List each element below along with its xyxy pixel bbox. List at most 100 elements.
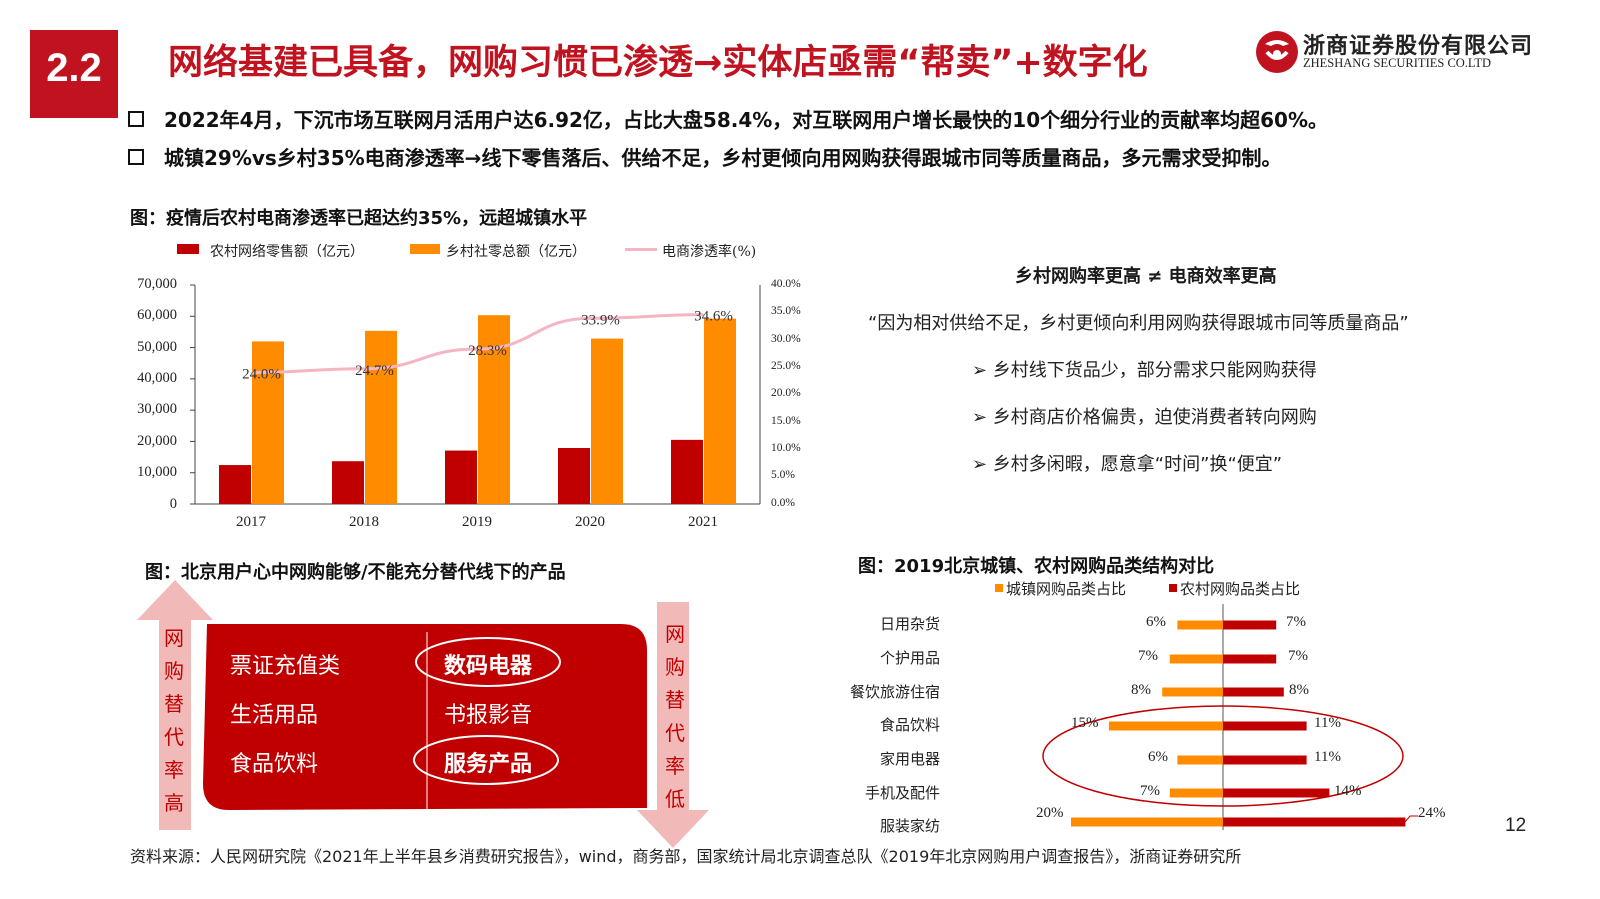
bar-rural — [1223, 687, 1284, 697]
y2-tick: 40.0% — [771, 278, 801, 290]
y-tick: 30,000 — [137, 401, 177, 417]
x-tick: 2021 — [688, 514, 718, 530]
page-title: 网络基建已具备，网购习惯已渗透→实体店亟需“帮卖”+数字化 — [168, 43, 1148, 83]
bar-online — [332, 461, 364, 504]
y2-tick: 10.0% — [771, 442, 801, 454]
y2-tick: 0.0% — [771, 497, 795, 509]
rate-line — [251, 313, 704, 375]
right-point: ➢ 乡村商店价格偏贵，迫使消费者转向网购 — [972, 407, 1317, 428]
rate-data-label: 28.3% — [468, 343, 507, 359]
bar-urban — [1177, 755, 1223, 765]
category-label: 日用杂货 — [879, 615, 940, 633]
bullet-text: 城镇29%vs乡村35%电商渗透率→线下零售落后、供给不足，乡村更倾向用网购获得… — [164, 146, 1282, 170]
rural-pct-label: 11% — [1314, 715, 1341, 731]
left-item: 食品饮料 — [230, 752, 319, 777]
x-tick: 2019 — [462, 514, 492, 530]
legend-swatch-rate — [625, 248, 657, 251]
y2-tick: 35.0% — [771, 305, 801, 317]
substitution-diagram — [137, 580, 709, 848]
y-tick: 20,000 — [137, 433, 177, 449]
bar-rural — [1223, 654, 1277, 664]
legend-rate: 电商渗透率(%) — [662, 244, 757, 260]
bar-online — [671, 439, 703, 504]
x-tick: 2020 — [575, 514, 605, 530]
category-label: 手机及配件 — [864, 784, 940, 802]
page-number: 12 — [1505, 815, 1527, 836]
legend-rural: 农村网购品类占比 — [1180, 580, 1301, 598]
up-arrow-shape — [137, 580, 213, 830]
left-item: 生活用品 — [230, 703, 319, 728]
rural-pct-label: 8% — [1289, 682, 1309, 698]
bar-rural — [1223, 721, 1307, 731]
rural-pct-label: 11% — [1314, 749, 1341, 765]
bar-total — [704, 318, 736, 504]
bar-online — [219, 465, 251, 504]
urban-pct-label: 7% — [1138, 648, 1158, 664]
rate-data-label: 24.0% — [242, 367, 281, 383]
up-arrow-label: 网购替代率高 — [164, 626, 184, 815]
chart1-plot: 24.0% 24.7% 28.3% 33.9% 34.6% — [190, 284, 761, 505]
y-tick: 10,000 — [137, 464, 177, 480]
down-arrow-shape — [637, 602, 709, 848]
bar-urban — [1071, 817, 1223, 827]
y-tick: 50,000 — [137, 339, 177, 355]
right-panel-quote: “因为相对供给不足，乡村更倾向利用网购获得跟城市同等质量商品” — [868, 313, 1409, 334]
urban-pct-label: 20% — [1036, 805, 1064, 821]
category-label: 服装家纺 — [879, 817, 940, 835]
chart3-caption: 图：2019北京城镇、农村网购品类结构对比 — [858, 556, 1215, 577]
y-tick: 0 — [169, 496, 177, 512]
bar-urban — [1162, 687, 1223, 697]
arrow-bullet-icon: ➢ — [972, 407, 993, 428]
bar-rural — [1223, 817, 1406, 827]
bullet-1: 2022年4月，下沉市场互联网月活用户达6.92亿，占比大盘58.4%，对互联网… — [128, 104, 1328, 133]
category-label: 餐饮旅游住宿 — [849, 683, 940, 701]
y2-tick: 30.0% — [771, 333, 801, 345]
category-label: 家用电器 — [879, 750, 940, 768]
right-item: 服务产品 — [444, 752, 533, 777]
bar-urban — [1169, 788, 1223, 798]
bullet-2: 城镇29%vs乡村35%电商渗透率→线下零售落后、供给不足，乡村更倾向用网购获得… — [128, 142, 1281, 171]
y-tick: 70,000 — [137, 276, 177, 292]
rate-data-label: 33.9% — [581, 312, 620, 328]
category-label: 个护用品 — [879, 649, 940, 667]
y2-tick: 5.0% — [771, 469, 795, 481]
chart1-caption: 图：疫情后农村电商渗透率已超达约35%，远超城镇水平 — [130, 208, 588, 229]
bar-online — [445, 450, 477, 504]
bar-rural — [1223, 788, 1330, 798]
right-point: ➢ 乡村多闲暇，愿意拿“时间”换“便宜” — [972, 454, 1283, 475]
arrow-bullet-icon: ➢ — [972, 454, 993, 475]
legend-swatch-urban — [995, 584, 1003, 592]
arrow-bullet-icon: ➢ — [972, 360, 993, 381]
y2-tick: 20.0% — [771, 387, 801, 399]
legend-swatch-rural — [1169, 584, 1177, 592]
urban-pct-label: 15% — [1071, 715, 1099, 731]
right-item: 书报影音 — [444, 703, 533, 728]
rate-data-label: 24.7% — [355, 363, 394, 379]
bar-online — [558, 447, 590, 504]
bar-urban — [1169, 654, 1223, 664]
bullet-box-icon — [128, 149, 144, 165]
right-panel-title: 乡村网购率更高 ≠ 电商效率更高 — [1015, 266, 1277, 287]
bullet-box-icon — [128, 111, 144, 127]
left-item: 票证充值类 — [230, 654, 341, 679]
highlight-oval — [415, 637, 561, 687]
bar-total — [365, 330, 397, 504]
rural-pct-label: 7% — [1286, 614, 1306, 630]
highlight-ellipse — [1042, 705, 1404, 807]
bar-total — [252, 341, 284, 504]
company-name-en: ZHESHANG SECURITIES CO.LTD — [1303, 56, 1492, 70]
y-tick: 60,000 — [137, 307, 177, 323]
chart2-caption: 图：北京用户心中网购能够/不能充分替代线下的产品 — [145, 562, 566, 583]
rate-data-label: 34.6% — [694, 309, 733, 325]
bar-urban — [1109, 721, 1223, 731]
down-arrow-label: 网购替代率低 — [665, 622, 685, 811]
y2-tick: 25.0% — [771, 360, 801, 372]
legend-online: 农村网络零售额（亿元） — [210, 244, 364, 260]
source-note: 资料来源：人民网研究院《2021年上半年县乡消费研究报告》，wind，商务部，国… — [130, 847, 1242, 866]
legend-urban: 城镇网购品类占比 — [1006, 580, 1127, 598]
x-tick: 2017 — [236, 514, 266, 530]
logo-icon — [1256, 31, 1298, 73]
right-item: 数码电器 — [444, 654, 533, 679]
bar-urban — [1177, 620, 1223, 630]
